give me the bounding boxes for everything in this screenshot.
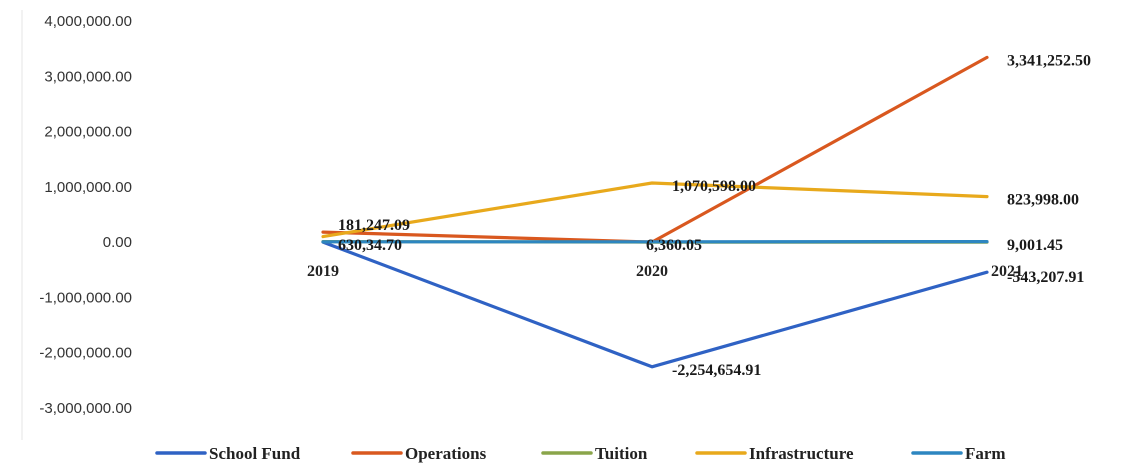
data-label: 630,34.70 (338, 237, 402, 254)
x-tick-label: 2019 (307, 263, 339, 280)
y-tick-label: -3,000,000.00 (39, 400, 132, 417)
data-label: 1,070,598.00 (672, 178, 756, 195)
data-label: 9,001.45 (1007, 237, 1063, 254)
legend-label: Farm (965, 444, 1006, 463)
legend-label: Infrastructure (749, 444, 854, 463)
y-tick-label: 0.00 (103, 234, 132, 251)
legend-label: Operations (405, 444, 487, 463)
data-label: 3,341,252.50 (1007, 52, 1091, 69)
series-line-operations (323, 57, 987, 242)
y-tick-label: 4,000,000.00 (44, 13, 132, 30)
series-line-infrastructure (323, 183, 987, 237)
y-tick-label: 2,000,000.00 (44, 124, 132, 141)
y-tick-label: -1,000,000.00 (39, 289, 132, 306)
data-label: -543,207.91 (1007, 269, 1084, 286)
legend-label: Tuition (595, 444, 648, 463)
x-tick-label: 2020 (636, 263, 668, 280)
data-label: 823,998.00 (1007, 192, 1079, 209)
y-tick-label: -2,000,000.00 (39, 345, 132, 362)
data-label: 6,360.05 (646, 237, 702, 254)
legend-label: School Fund (209, 444, 301, 463)
data-label: 181,247.09 (338, 217, 410, 234)
series-line-school-fund (323, 242, 987, 367)
y-tick-label: 1,000,000.00 (44, 179, 132, 196)
data-label: -2,254,654.91 (672, 362, 761, 379)
y-tick-label: 3,000,000.00 (44, 68, 132, 85)
